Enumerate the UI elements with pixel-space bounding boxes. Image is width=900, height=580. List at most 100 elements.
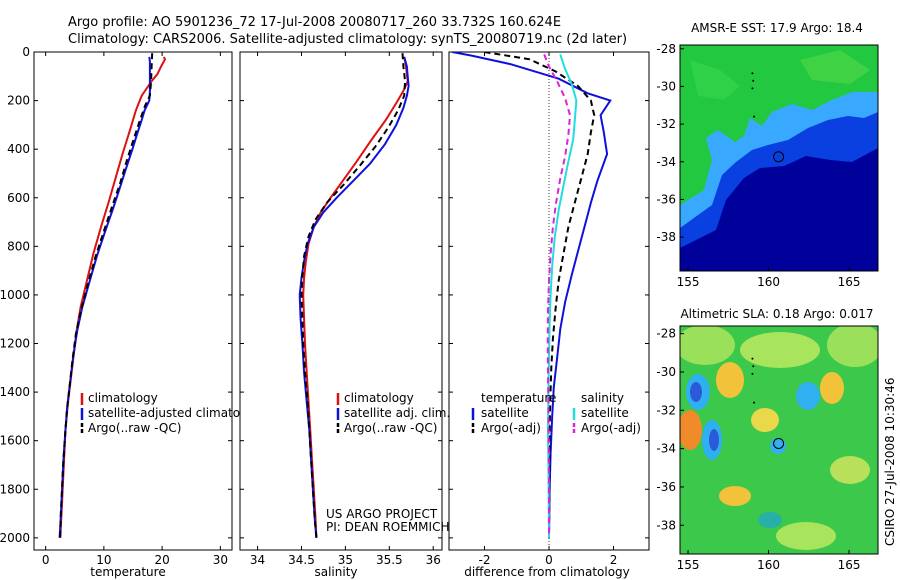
float-track-point	[751, 372, 754, 375]
map-x-tick-label: 155	[677, 275, 700, 289]
difference-xlabel: difference from climatology	[464, 565, 630, 579]
legend-label-satellite-adjusted: satellite-adjusted climatology	[88, 406, 266, 420]
sla-blob	[827, 326, 878, 367]
sla-high	[719, 486, 751, 506]
x-tick-label: 0	[42, 553, 50, 567]
legend-title-salinity: salinity	[581, 391, 624, 405]
temperature-xlabel: temperature	[90, 565, 165, 579]
legend-label-argo: Argo(..raw -QC)	[88, 421, 181, 435]
map-x-tick-label: 165	[838, 275, 861, 289]
sla-high	[820, 372, 844, 404]
sst-map-title: AMSR-E SST: 17.9 Argo: 18.4	[691, 21, 863, 35]
sla-map-markers	[751, 357, 785, 449]
sst-map-frame	[679, 44, 879, 272]
difference-ticks: -2 0 2	[449, 51, 649, 567]
sla-map-ticks: 155 160 165 -28 -30 -32 -34 -36 -38	[656, 327, 860, 572]
legend-label-climatology: climatology	[344, 391, 414, 405]
profile-location-marker	[773, 437, 785, 449]
legend-label-temp-argo: Argo(-adj)	[481, 421, 541, 435]
map-y-tick-label: -28	[656, 327, 676, 341]
y-tick-label: 800	[7, 239, 30, 253]
difference-lines	[452, 52, 612, 550]
map-y-tick-label: -36	[656, 192, 676, 206]
float-track-point	[751, 87, 754, 90]
temperature-lines	[58, 53, 167, 538]
sst-warm-patch	[800, 50, 870, 84]
sla-high	[751, 408, 779, 432]
float-track-point	[751, 72, 754, 75]
salinity-ticks: 34 34.5 35 35.5 36	[240, 51, 442, 567]
map-y-tick-label: -38	[656, 518, 676, 532]
sla-high	[716, 362, 744, 398]
map-y-tick-label: -32	[656, 117, 676, 131]
profile-location-marker	[773, 151, 785, 163]
x-tick-label: 10	[96, 553, 111, 567]
legend-label-temp-satellite: satellite	[481, 406, 529, 420]
legend-label-argo: Argo(..raw -QC)	[344, 421, 437, 435]
project-credit: US ARGO PROJECT	[326, 507, 438, 521]
float-track-point	[753, 401, 756, 404]
difference-legend: temperature salinity satellite Argo(-adj…	[471, 391, 641, 435]
y-tick-label: 2000	[0, 531, 30, 545]
y-tick-label: 1200	[0, 337, 30, 351]
x-tick-label: -2	[478, 553, 490, 567]
csiro-credit: CSIRO 27-Jul-2008 10:30:46	[883, 378, 897, 546]
sla-map-frame	[679, 325, 879, 555]
figure-title-line2: Climatology: CARS2006. Satellite-adjuste…	[68, 32, 627, 47]
sla-low	[758, 512, 782, 528]
sla-blob	[776, 522, 836, 550]
legend-label-sal-satellite: satellite	[581, 406, 629, 420]
sst-map-ticks: 155 160 165 -28 -30 -32 -34 -36 -38	[656, 42, 860, 289]
sla-map-title: Altimetric SLA: 0.18 Argo: 0.017	[680, 307, 873, 321]
salinity-xlabel: salinity	[314, 565, 357, 579]
y-tick-label: 1000	[0, 288, 30, 302]
sst-warm-patch	[690, 60, 740, 100]
legend-label-satellite-adj: satellite adj. clim.	[344, 406, 450, 420]
map-y-tick-label: -34	[656, 442, 676, 456]
map-y-tick-label: -30	[656, 365, 676, 379]
x-tick-label: 0	[545, 553, 553, 567]
sst-map-markers	[751, 72, 785, 163]
map-y-tick-label: -36	[656, 480, 676, 494]
map-y-tick-label: -30	[656, 79, 676, 93]
sla-low	[796, 382, 820, 410]
map-x-tick-label: 155	[677, 558, 700, 572]
sla-blob	[740, 332, 820, 368]
difference-panel: -2 0 2 difference from climatology tempera…	[448, 51, 650, 579]
sla-low	[770, 438, 786, 454]
float-track-point	[752, 79, 755, 82]
y-tick-label: 0	[22, 45, 30, 59]
pi-credit: PI: DEAN ROEMMICH	[326, 520, 449, 534]
legend-title-temperature: temperature	[481, 391, 556, 405]
sst-field	[680, 45, 878, 271]
x-tick-label: 36	[426, 553, 441, 567]
sla-map-panel: Altimetric SLA: 0.18 Argo: 0.017 155 160 1…	[656, 307, 879, 572]
temperature-axes-box	[33, 51, 233, 551]
temperature-legend: climatology satellite-adjusted climatolo…	[80, 391, 266, 435]
sla-high	[680, 410, 702, 450]
series-line-argo-raw-qc-	[300, 53, 407, 538]
x-tick-label: 34.5	[288, 553, 315, 567]
temperature-panel: 0 10 20 30 0 200 400 600 800 1000 1200 1400 1600 1800…	[0, 45, 266, 579]
map-y-tick-label: -34	[656, 155, 676, 169]
map-x-tick-label: 160	[757, 558, 780, 572]
series-line-temperature-argo-adj-	[484, 52, 596, 538]
x-tick-label: 35	[338, 553, 353, 567]
map-y-tick-label: -28	[656, 42, 676, 56]
y-tick-label: 600	[7, 191, 30, 205]
y-tick-label: 1400	[0, 385, 30, 399]
float-track-point	[751, 357, 754, 360]
sla-blob	[830, 456, 870, 484]
sla-blob	[680, 326, 735, 365]
y-tick-label: 200	[7, 94, 30, 108]
salinity-lines	[298, 53, 410, 538]
y-tick-label: 1800	[0, 482, 30, 496]
salinity-legend: climatology satellite adj. clim. Argo(..…	[336, 391, 450, 435]
sla-field	[680, 326, 878, 554]
legend-label-climatology: climatology	[88, 391, 158, 405]
float-track-point	[752, 365, 755, 368]
salinity-panel: 34 34.5 35 35.5 36 salinity climatology sate…	[239, 51, 450, 579]
float-track-point	[753, 115, 756, 118]
sla-low	[690, 382, 702, 402]
x-tick-label: 30	[213, 553, 228, 567]
